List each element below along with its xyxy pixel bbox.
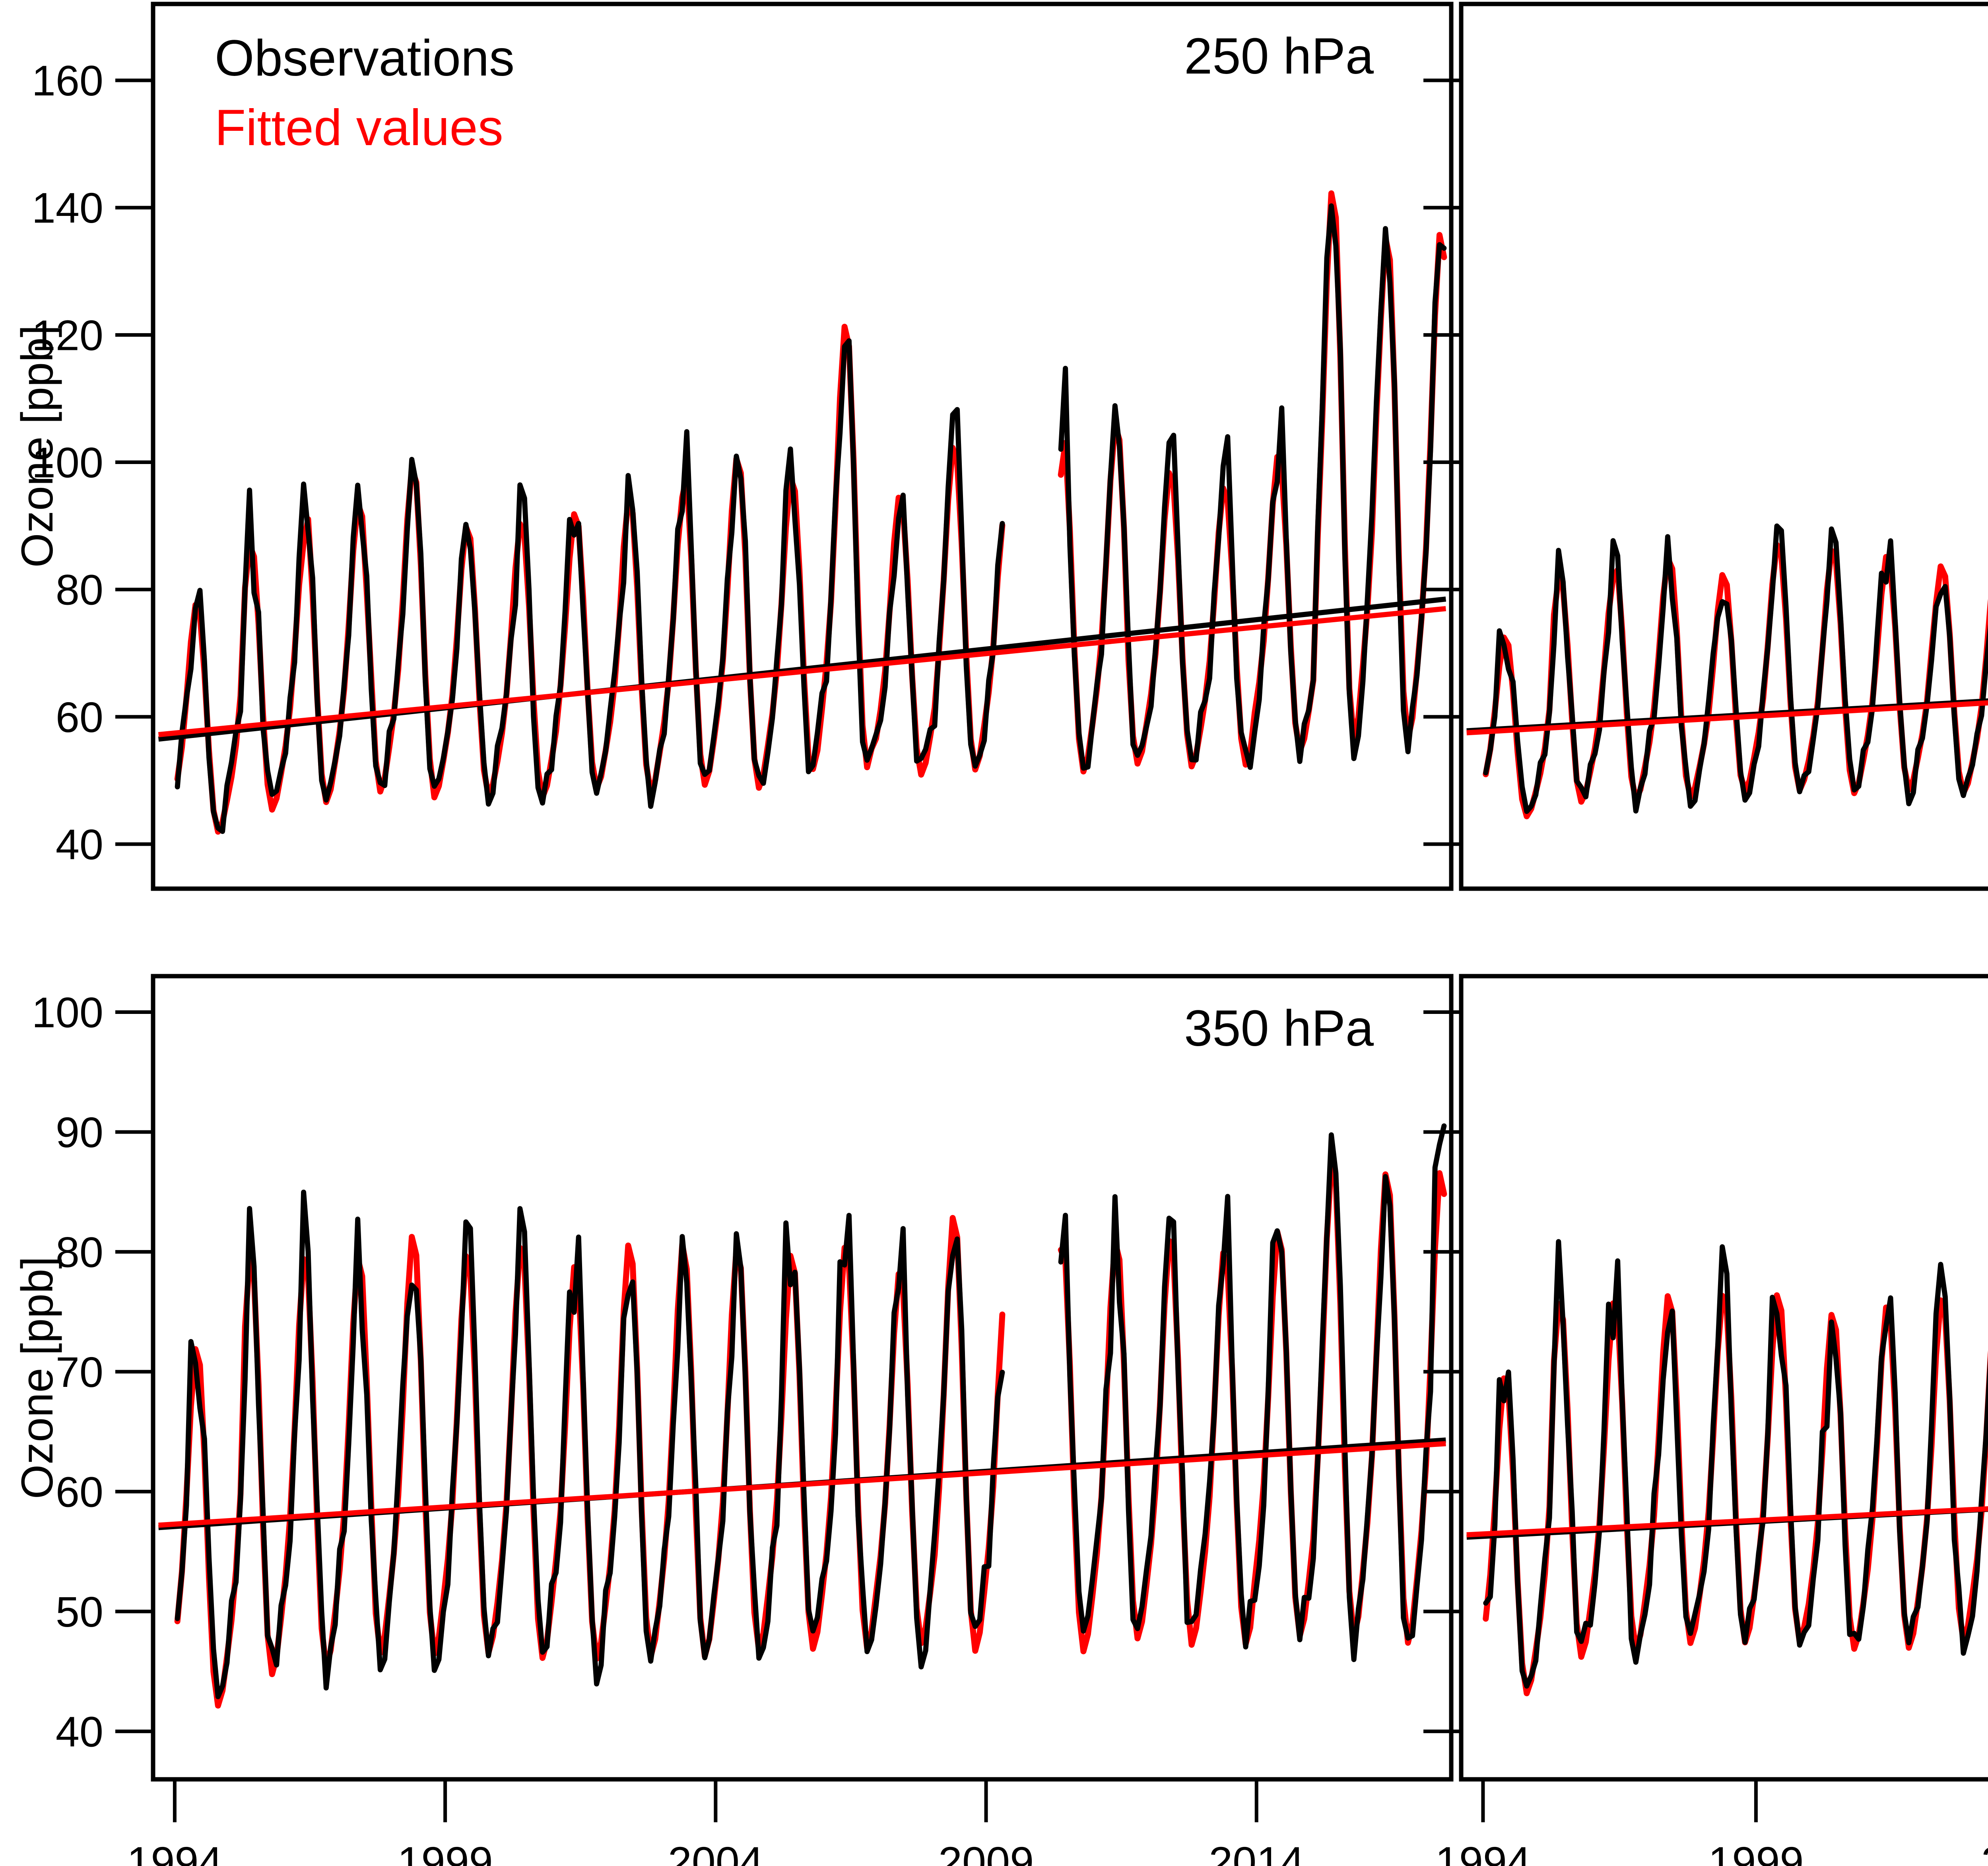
ytick-label-p350-4: 80 — [56, 1228, 103, 1276]
panel-p300: 300 hPa — [1423, 2, 1988, 891]
ytick-label-p350-3: 70 — [56, 1348, 103, 1396]
panel-frame-p250 — [151, 2, 1454, 891]
ytick-label-p350-0: 40 — [56, 1707, 103, 1755]
observations-series-p300-0 — [1483, 523, 1988, 814]
trend-line-fitted-p400 — [1466, 1506, 1988, 1538]
panel-p400: 19941999200420092014400 hPa — [1423, 974, 1988, 1866]
ytick-label-p250-0: 40 — [56, 820, 103, 868]
observations-series-p250-1 — [1058, 203, 1447, 771]
ytick-label-p250-2: 80 — [56, 566, 103, 614]
ytick-label-p250-3: 100 — [32, 439, 103, 487]
trend-line-fitted-p300 — [1466, 700, 1988, 736]
ytick-label-p250-4: 120 — [32, 311, 103, 359]
ytick-label-p350-1: 50 — [56, 1588, 103, 1636]
trend-line-fitted-p250 — [158, 606, 1446, 738]
observations-series-p350-0 — [175, 1189, 1005, 1699]
y-axis-title-top: Ozone [ppb] — [12, 325, 62, 567]
observations-series-p400-0 — [1483, 1239, 1988, 1689]
xtick-label-p400-0: 1994 — [1435, 1838, 1531, 1866]
trend-line-observations-p400 — [1466, 1507, 1988, 1540]
xtick-label-p350-1: 1999 — [397, 1838, 493, 1866]
legend-fitted-label: Fitted values — [215, 99, 503, 156]
panel-p250: 40 60 80 100 120 140 160 250 hPa — [32, 2, 1454, 891]
fitted-series-p250-1 — [1058, 190, 1447, 775]
observations-series-p350-1 — [1058, 1123, 1447, 1662]
xtick-label-p400-2: 2004 — [1981, 1838, 1988, 1866]
ytick-label-p350-2: 60 — [56, 1468, 103, 1516]
ytick-label-p250-6: 160 — [32, 56, 103, 105]
xtick-label-p350-4: 2014 — [1209, 1838, 1304, 1866]
xtick-label-p350-2: 2004 — [668, 1838, 763, 1866]
panel-frame-p300 — [1459, 2, 1988, 891]
xtick-label-p400-1: 1999 — [1708, 1838, 1804, 1866]
y-axis-title-bottom: Ozone [ppb] — [12, 1256, 62, 1499]
ytick-label-p350-5: 90 — [56, 1108, 103, 1156]
panel-label-p350: 350 hPa — [1184, 1000, 1374, 1057]
observations-series-p250-0 — [175, 338, 1005, 834]
legend-observations-label: Observations — [215, 30, 514, 87]
xtick-label-p350-0: 1994 — [127, 1838, 222, 1866]
xtick-label-p350-3: 2009 — [938, 1838, 1034, 1866]
ytick-label-p350-6: 100 — [32, 988, 103, 1036]
panel-p350: 40 50 60 70 80 90 100 1994 1999 2004 2009 2014 350 h… — [32, 974, 1454, 1866]
ytick-label-p250-5: 140 — [32, 184, 103, 232]
panel-frame-p400 — [1459, 974, 1988, 1782]
trend-line-fitted-p350 — [158, 1441, 1446, 1528]
panel-frame-p350 — [151, 974, 1454, 1782]
ytick-label-p250-1: 60 — [56, 693, 103, 741]
panel-label-p250: 250 hPa — [1184, 28, 1374, 85]
